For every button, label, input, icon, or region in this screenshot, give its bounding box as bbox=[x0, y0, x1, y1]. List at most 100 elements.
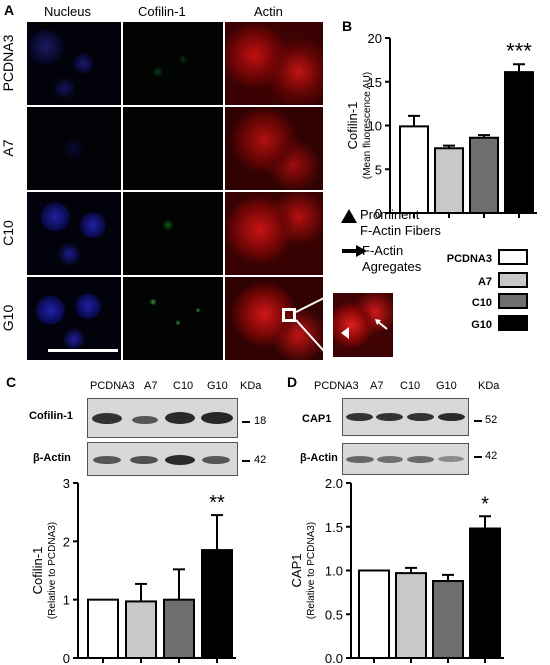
micrograph-c10-nucleus bbox=[27, 192, 121, 275]
panel-d-label: D bbox=[287, 374, 298, 390]
chart-c: 0 1 2 3 Cofilin-1 (Relative to PCDNA3) ** bbox=[30, 476, 236, 665]
legend-label-a7: A7 bbox=[477, 276, 492, 288]
y-axis-sublabel: (Relative to PCDNA3) bbox=[47, 522, 58, 619]
aggregates-arrow-icon bbox=[342, 245, 367, 257]
bar-g10 bbox=[201, 549, 233, 659]
micrograph-pcdna3-nucleus bbox=[27, 22, 121, 105]
micrograph-g10-nucleus bbox=[27, 277, 121, 360]
y-tick-label: 2.0 bbox=[325, 476, 343, 491]
bar-pcdna3 bbox=[87, 598, 119, 659]
triangle-marker-icon bbox=[341, 327, 349, 339]
micrograph-g10-cofilin bbox=[123, 277, 223, 360]
kda-value-actin-c: 42 bbox=[254, 454, 267, 466]
legend-label-pcdna3: PCDNA3 bbox=[446, 253, 492, 265]
row-label-pcdna3: PCDNA3 bbox=[0, 34, 16, 92]
micrograph-pcdna3-actin bbox=[225, 22, 323, 105]
scale-bar bbox=[48, 349, 118, 352]
chart-d: 0.0 0.5 1.0 1.5 2.0 CAP1 (Relative to PCDNA3) * bbox=[289, 476, 504, 665]
y-tick-label: 3 bbox=[63, 476, 70, 491]
kda-tick-c1 bbox=[242, 421, 250, 423]
bar-g10 bbox=[504, 71, 534, 214]
prominent-fibers-triangle-icon bbox=[341, 209, 357, 223]
y-tick-label: 0.0 bbox=[325, 651, 343, 665]
y-tick-label: 0.5 bbox=[325, 607, 343, 622]
chart-b: 0 5 10 15 20 Cofilin-1 (Mean fluorescence AU) *… bbox=[345, 31, 537, 221]
kda-header-c: KDa bbox=[240, 380, 262, 392]
y-tick-label: 0 bbox=[63, 651, 70, 665]
y-tick-label: 1.0 bbox=[325, 564, 343, 579]
row-label-g10: G10 bbox=[0, 304, 16, 332]
significance-label: *** bbox=[506, 38, 532, 63]
legend-aggregates: F-Actin Agregates bbox=[362, 243, 422, 274]
inset-markers bbox=[341, 319, 388, 339]
bar-a7 bbox=[395, 572, 427, 659]
lane-label-c-g10: G10 bbox=[207, 380, 228, 392]
y-axis-label: CAP1 bbox=[289, 554, 304, 588]
y-axis-sublabel: (Relative to PCDNA3) bbox=[306, 522, 317, 619]
significance-label: * bbox=[481, 493, 489, 515]
lane-label-d-g10: G10 bbox=[436, 380, 457, 392]
kda-tick-d2 bbox=[474, 456, 482, 458]
lane-label-d-pcdna3: PCDNA3 bbox=[314, 380, 359, 392]
y-axis-label: Cofilin-1 bbox=[30, 547, 45, 595]
micrograph-a7-nucleus bbox=[27, 107, 121, 190]
legend-label-c10: C10 bbox=[471, 297, 492, 309]
micrograph-pcdna3-cofilin bbox=[123, 22, 223, 105]
kda-value-cap1: 52 bbox=[485, 414, 498, 426]
bar-c10 bbox=[432, 580, 464, 659]
bar-g10 bbox=[469, 527, 501, 659]
panel-c-label: C bbox=[6, 374, 17, 390]
y-tick-label: 1 bbox=[63, 593, 70, 608]
panel-b-label: B bbox=[342, 18, 353, 34]
column-label-cofilin: Cofilin-1 bbox=[138, 4, 186, 19]
zoom-box bbox=[282, 308, 296, 322]
blot-label-actin-d: β-Actin bbox=[300, 452, 338, 464]
legend-swatch-a7 bbox=[498, 272, 528, 288]
y-tick-label: 1.5 bbox=[325, 520, 343, 535]
legend-swatch-c10 bbox=[498, 293, 528, 309]
lane-label-d-a7: A7 bbox=[370, 380, 384, 392]
kda-header-d: KDa bbox=[478, 380, 500, 392]
kda-value-cofilin: 18 bbox=[254, 415, 267, 427]
blot-label-cofilin: Cofilin-1 bbox=[29, 410, 73, 422]
micrograph-c10-cofilin bbox=[123, 192, 223, 275]
legend-swatch-pcdna3 bbox=[498, 249, 528, 265]
bar-c10 bbox=[163, 598, 195, 659]
panel-a-label: A bbox=[4, 2, 15, 18]
legend-label-g10: G10 bbox=[471, 319, 492, 331]
column-label-actin: Actin bbox=[254, 4, 283, 19]
column-label-nucleus: Nucleus bbox=[44, 4, 91, 19]
blot-actin-c bbox=[87, 442, 238, 476]
significance-label: ** bbox=[209, 492, 225, 514]
legend-prominent-fibers: Prominent F-Actin Fibers bbox=[360, 207, 441, 238]
blot-label-cap1: CAP1 bbox=[302, 413, 332, 425]
lane-label-c-c10: C10 bbox=[173, 380, 194, 392]
bar-c10 bbox=[469, 136, 499, 214]
row-label-c10: C10 bbox=[0, 220, 16, 246]
bar-a7 bbox=[434, 147, 464, 214]
micrograph-c10-actin bbox=[225, 192, 323, 275]
lane-label-c-pcdna3: PCDNA3 bbox=[90, 380, 135, 392]
blot-cap1 bbox=[342, 398, 469, 436]
y-tick-label: 15 bbox=[368, 75, 382, 90]
bar-pcdna3 bbox=[358, 569, 390, 659]
legend-swatch-g10 bbox=[498, 315, 528, 331]
bar-a7 bbox=[125, 600, 157, 659]
lane-label-d-c10: C10 bbox=[400, 380, 421, 392]
blot-cofilin bbox=[87, 398, 238, 438]
zoom-inset bbox=[332, 292, 394, 358]
y-axis-label: Cofilin-1 bbox=[345, 102, 360, 150]
blot-label-actin-c: β-Actin bbox=[33, 452, 71, 464]
kda-value-actin-d: 42 bbox=[485, 450, 498, 462]
micrograph-a7-actin bbox=[225, 107, 323, 190]
y-tick-label: 0 bbox=[375, 206, 382, 221]
lane-label-c-a7: A7 bbox=[144, 380, 158, 392]
y-tick-label: 5 bbox=[375, 162, 382, 177]
micrograph-g10-actin bbox=[225, 277, 323, 360]
zoom-connector-lines bbox=[295, 293, 333, 361]
row-label-a7: A7 bbox=[0, 139, 16, 157]
micrograph-a7-cofilin bbox=[123, 107, 223, 190]
y-tick-label: 10 bbox=[368, 119, 382, 134]
blot-actin-d bbox=[342, 443, 469, 475]
y-tick-label: 2 bbox=[63, 534, 70, 549]
